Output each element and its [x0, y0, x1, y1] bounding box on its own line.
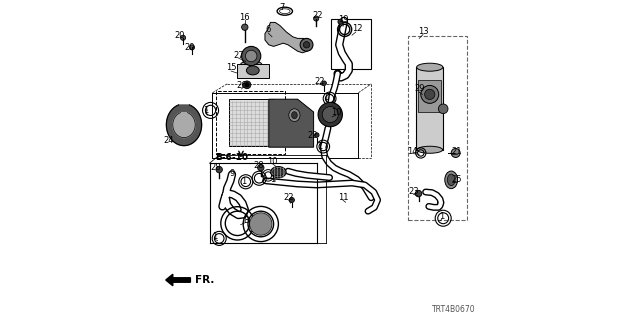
Text: 1: 1: [241, 177, 246, 186]
Polygon shape: [166, 274, 191, 286]
Circle shape: [421, 85, 439, 103]
Bar: [332, 19, 371, 69]
Text: 22: 22: [308, 131, 318, 140]
Polygon shape: [173, 113, 195, 138]
Text: TRT4B0670: TRT4B0670: [431, 305, 475, 314]
Circle shape: [323, 107, 339, 123]
Text: 22: 22: [315, 77, 325, 86]
Text: 8: 8: [243, 216, 248, 225]
Ellipse shape: [289, 109, 300, 122]
Text: 21: 21: [452, 147, 462, 156]
Circle shape: [338, 19, 343, 24]
Ellipse shape: [417, 146, 443, 153]
Circle shape: [244, 83, 250, 87]
Text: 25: 25: [452, 175, 462, 184]
Text: 1: 1: [323, 93, 328, 102]
Circle shape: [415, 190, 422, 197]
Text: 14: 14: [408, 147, 418, 156]
Circle shape: [438, 104, 448, 114]
Text: 6: 6: [266, 25, 271, 34]
Text: 29: 29: [414, 84, 424, 93]
Circle shape: [250, 213, 272, 235]
Text: 19: 19: [339, 15, 349, 24]
Text: 7: 7: [280, 4, 285, 12]
Polygon shape: [265, 22, 309, 53]
Circle shape: [425, 89, 435, 100]
Ellipse shape: [241, 61, 262, 67]
Circle shape: [246, 50, 257, 62]
Polygon shape: [166, 105, 202, 146]
Circle shape: [242, 24, 248, 30]
Circle shape: [243, 81, 251, 89]
Circle shape: [189, 45, 195, 50]
Ellipse shape: [447, 174, 455, 186]
Ellipse shape: [445, 171, 458, 189]
Text: 1: 1: [203, 106, 209, 115]
Text: 1: 1: [439, 212, 444, 221]
Ellipse shape: [417, 63, 443, 71]
Circle shape: [322, 81, 326, 85]
Circle shape: [180, 35, 186, 40]
Text: 16: 16: [239, 13, 250, 22]
Bar: [229, 99, 274, 146]
Text: 12: 12: [353, 24, 363, 33]
Text: FR.: FR.: [195, 275, 214, 285]
Circle shape: [451, 148, 460, 157]
Polygon shape: [269, 99, 314, 147]
Circle shape: [314, 133, 319, 137]
Text: B-6-10: B-6-10: [216, 153, 248, 162]
Text: 1: 1: [317, 142, 322, 151]
Text: 23: 23: [408, 187, 419, 196]
Circle shape: [242, 46, 261, 66]
Text: 27: 27: [234, 51, 244, 60]
Text: 1: 1: [212, 232, 218, 241]
Text: 13: 13: [418, 27, 428, 36]
Circle shape: [289, 197, 294, 203]
Circle shape: [258, 164, 264, 171]
Bar: [416, 67, 443, 150]
Text: 22: 22: [313, 11, 323, 20]
Ellipse shape: [273, 168, 284, 176]
Text: 28: 28: [253, 161, 264, 170]
Text: 10: 10: [331, 108, 341, 117]
Bar: [216, 91, 285, 154]
Text: 9: 9: [229, 169, 235, 178]
Text: 1: 1: [270, 175, 275, 184]
Text: 26: 26: [236, 81, 247, 90]
Bar: [408, 36, 467, 220]
Text: 15: 15: [226, 63, 236, 72]
Bar: [419, 80, 440, 112]
Text: 11: 11: [338, 193, 348, 202]
Circle shape: [314, 16, 319, 21]
Ellipse shape: [246, 66, 259, 75]
Text: 10: 10: [268, 157, 278, 166]
Text: 20: 20: [175, 31, 185, 40]
Circle shape: [318, 102, 342, 127]
Ellipse shape: [271, 167, 286, 178]
Circle shape: [216, 166, 223, 173]
Circle shape: [300, 38, 313, 51]
Text: 28: 28: [210, 164, 221, 172]
Text: 24: 24: [164, 136, 174, 145]
Text: 22: 22: [284, 193, 294, 202]
Text: 20: 20: [184, 43, 195, 52]
Ellipse shape: [292, 112, 297, 119]
Polygon shape: [237, 64, 269, 78]
Circle shape: [303, 42, 310, 48]
